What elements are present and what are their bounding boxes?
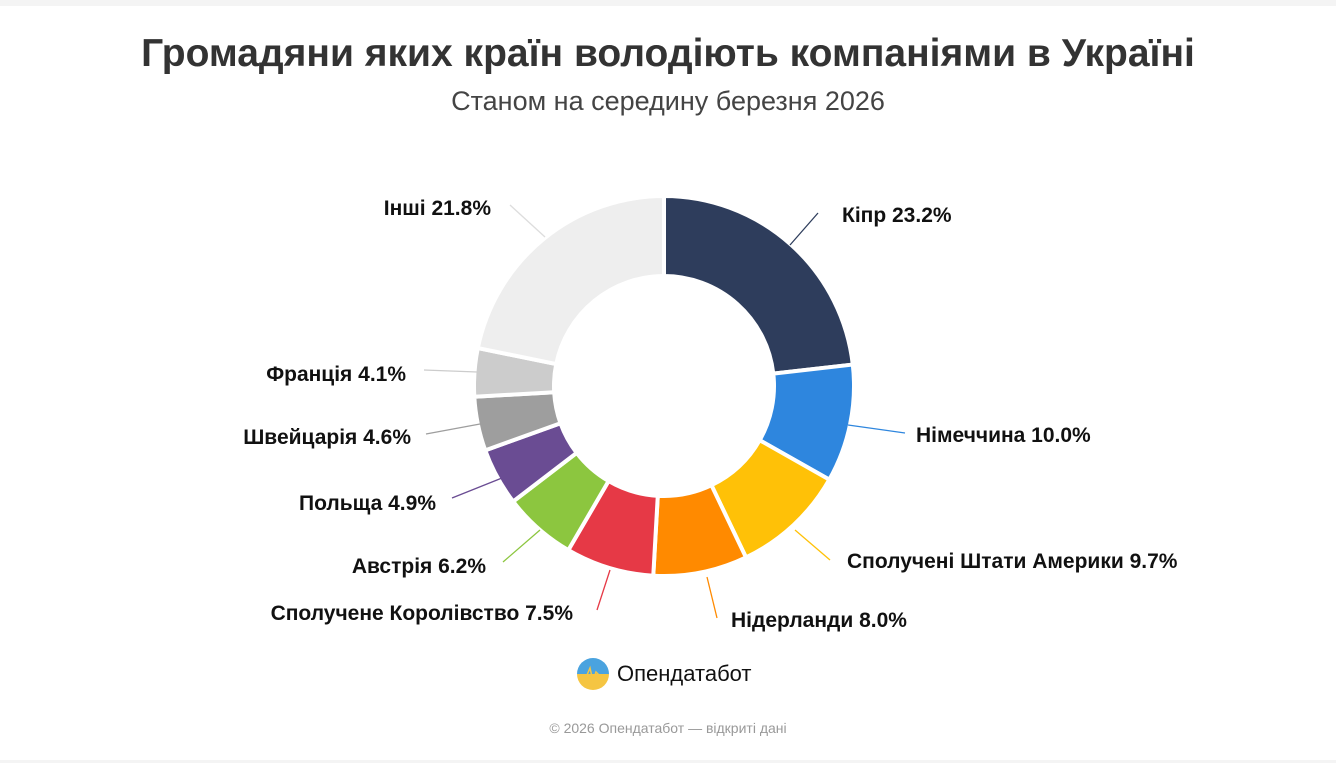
leader-line-7 xyxy=(425,423,481,435)
opendatabot-logo-icon xyxy=(577,658,609,690)
leader-line-6 xyxy=(451,477,503,499)
footer-copyright: © 2026 Опендатабот — відкриті дані xyxy=(549,720,787,736)
chart-subtitle: Станом на середину березня 2026 xyxy=(451,86,885,116)
leader-line-0 xyxy=(789,212,819,246)
slice-label-6: Польща 4.9% xyxy=(299,492,436,515)
leader-line-2 xyxy=(794,529,831,561)
leader-line-8 xyxy=(423,369,478,373)
leader-line-5 xyxy=(502,529,541,563)
slice-label-1: Німеччина 10.0% xyxy=(916,424,1091,447)
slice-label-4: Сполучене Королівство 7.5% xyxy=(271,602,574,625)
leader-line-4 xyxy=(596,569,611,611)
slice-label-3: Нідерланди 8.0% xyxy=(731,609,907,632)
slice-label-2: Сполучені Штати Америки 9.7% xyxy=(847,550,1178,573)
donut-slice-0 xyxy=(662,194,855,376)
donut-slice-9 xyxy=(475,194,666,367)
brand-name: Опендатабот xyxy=(617,661,752,686)
brand: Опендатабот xyxy=(577,658,752,690)
slice-label-8: Франція 4.1% xyxy=(266,363,406,386)
chart-title: Громадяни яких країн володіють компаніям… xyxy=(141,32,1195,75)
bottom-border xyxy=(0,760,1336,763)
slice-label-5: Австрія 6.2% xyxy=(352,555,486,578)
slice-label-0: Кіпр 23.2% xyxy=(842,204,952,227)
slice-label-7: Швейцарія 4.6% xyxy=(243,426,411,449)
slice-label-9: Інші 21.8% xyxy=(384,197,492,220)
top-border xyxy=(0,0,1336,6)
leader-line-3 xyxy=(706,576,718,619)
leader-line-9 xyxy=(509,204,546,238)
leader-line-1 xyxy=(847,424,906,434)
